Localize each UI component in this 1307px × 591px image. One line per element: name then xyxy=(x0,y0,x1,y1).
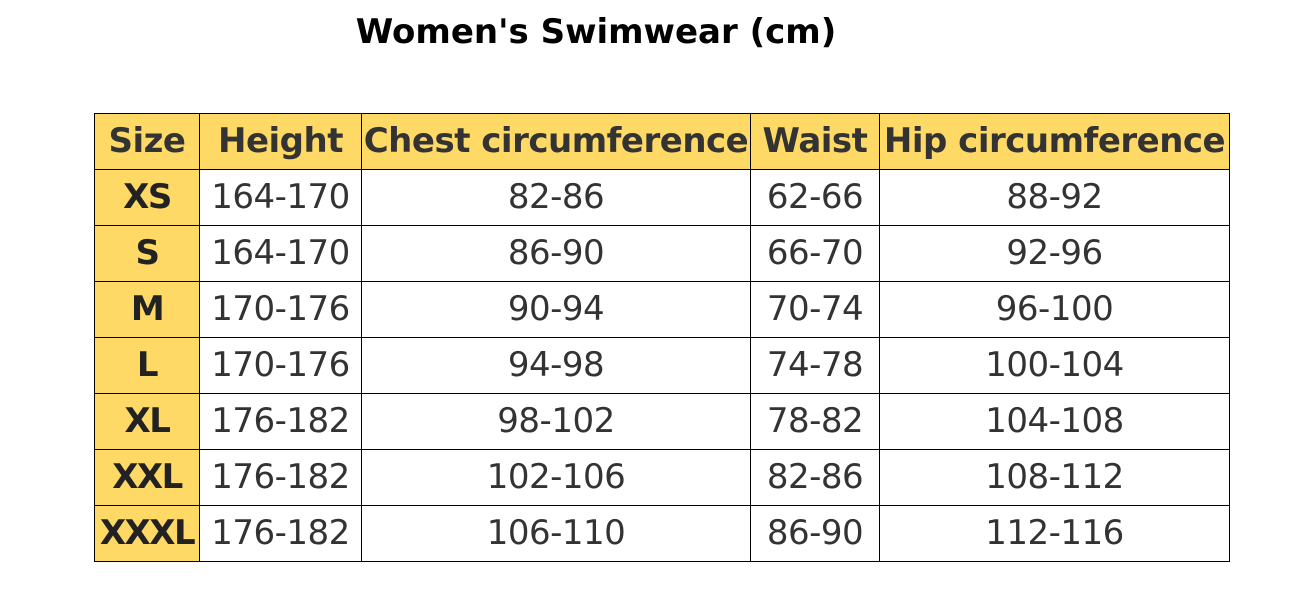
chest-cell: 82-86 xyxy=(361,169,751,226)
hip-cell: 88-92 xyxy=(879,169,1230,226)
height-cell: 164-170 xyxy=(199,225,362,282)
waist-cell: 78-82 xyxy=(750,393,880,450)
size-cell: XXL xyxy=(94,449,200,506)
size-cell: S xyxy=(94,225,200,282)
hip-cell: 92-96 xyxy=(879,225,1230,282)
height-cell: 170-176 xyxy=(199,337,362,394)
waist-cell: 74-78 xyxy=(750,337,880,394)
table-row: XXL 176-182 102-106 82-86 108-112 xyxy=(94,449,1230,506)
column-header-size: Size xyxy=(94,113,200,170)
height-cell: 170-176 xyxy=(199,281,362,338)
waist-cell: 82-86 xyxy=(750,449,880,506)
height-cell: 176-182 xyxy=(199,393,362,450)
chest-cell: 98-102 xyxy=(361,393,751,450)
size-chart-table: Size Height Chest circumference Waist Hi… xyxy=(94,113,1230,562)
size-cell: M xyxy=(94,281,200,338)
height-cell: 176-182 xyxy=(199,449,362,506)
column-header-height: Height xyxy=(199,113,362,170)
table-row: M 170-176 90-94 70-74 96-100 xyxy=(94,281,1230,338)
table-row: S 164-170 86-90 66-70 92-96 xyxy=(94,225,1230,282)
hip-cell: 100-104 xyxy=(879,337,1230,394)
table-row: XXXL 176-182 106-110 86-90 112-116 xyxy=(94,505,1230,562)
table-row: XL 176-182 98-102 78-82 104-108 xyxy=(94,393,1230,450)
chest-cell: 102-106 xyxy=(361,449,751,506)
hip-cell: 104-108 xyxy=(879,393,1230,450)
table-row: L 170-176 94-98 74-78 100-104 xyxy=(94,337,1230,394)
size-cell: XS xyxy=(94,169,200,226)
waist-cell: 66-70 xyxy=(750,225,880,282)
column-header-chest: Chest circumference xyxy=(361,113,751,170)
table-header-row: Size Height Chest circumference Waist Hi… xyxy=(94,113,1230,170)
waist-cell: 62-66 xyxy=(750,169,880,226)
table-row: XS 164-170 82-86 62-66 88-92 xyxy=(94,169,1230,226)
chest-cell: 106-110 xyxy=(361,505,751,562)
chest-cell: 90-94 xyxy=(361,281,751,338)
size-cell: L xyxy=(94,337,200,394)
chest-cell: 94-98 xyxy=(361,337,751,394)
column-header-hip: Hip circumference xyxy=(879,113,1230,170)
waist-cell: 86-90 xyxy=(750,505,880,562)
hip-cell: 96-100 xyxy=(879,281,1230,338)
height-cell: 176-182 xyxy=(199,505,362,562)
column-header-waist: Waist xyxy=(750,113,880,170)
size-cell: XL xyxy=(94,393,200,450)
chest-cell: 86-90 xyxy=(361,225,751,282)
page-title: Women's Swimwear (cm) xyxy=(355,12,837,52)
hip-cell: 108-112 xyxy=(879,449,1230,506)
waist-cell: 70-74 xyxy=(750,281,880,338)
height-cell: 164-170 xyxy=(199,169,362,226)
hip-cell: 112-116 xyxy=(879,505,1230,562)
size-cell: XXXL xyxy=(94,505,200,562)
